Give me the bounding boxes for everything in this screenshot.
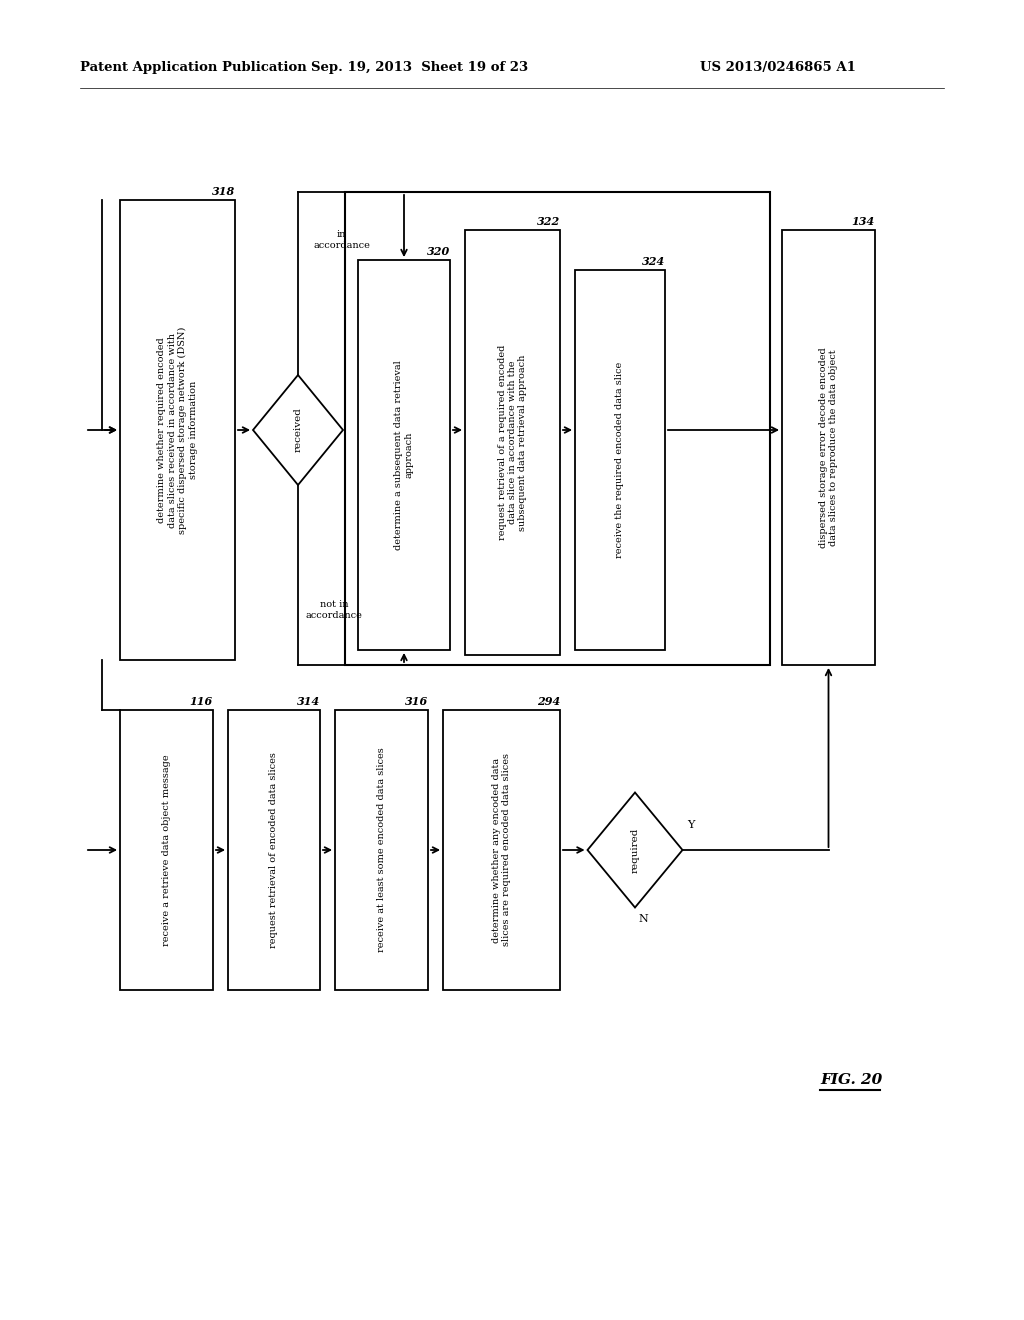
Bar xyxy=(120,710,213,990)
Text: not in
accordance: not in accordance xyxy=(306,601,362,619)
Text: receive at least some encoded data slices: receive at least some encoded data slice… xyxy=(377,747,386,952)
Text: request retrieval of a required encoded
data slice in accordance with the
subseq: request retrieval of a required encoded … xyxy=(498,345,527,540)
Text: 320: 320 xyxy=(427,246,450,257)
Bar xyxy=(358,260,450,649)
Text: determine whether any encoded data
slices are required encoded data slices: determine whether any encoded data slice… xyxy=(492,754,511,946)
Text: dispersed storage error decode encoded
data slices to reproduce the data object: dispersed storage error decode encoded d… xyxy=(819,347,839,548)
Text: US 2013/0246865 A1: US 2013/0246865 A1 xyxy=(700,62,856,74)
Text: 324: 324 xyxy=(642,256,665,267)
Text: required: required xyxy=(631,828,640,873)
Text: determine whether required encoded
data slices received in accordance with
speci: determine whether required encoded data … xyxy=(158,326,198,533)
Text: Sep. 19, 2013  Sheet 19 of 23: Sep. 19, 2013 Sheet 19 of 23 xyxy=(311,62,528,74)
Text: 314: 314 xyxy=(297,696,319,708)
Text: FIG. 20: FIG. 20 xyxy=(820,1073,883,1086)
Bar xyxy=(575,271,665,649)
Text: receive the required encoded data slice: receive the required encoded data slice xyxy=(615,362,625,558)
Bar xyxy=(465,230,560,655)
Text: 294: 294 xyxy=(537,696,560,708)
Text: Y: Y xyxy=(687,820,694,830)
Text: in
accordance: in accordance xyxy=(313,230,370,249)
Text: receive a retrieve data object message: receive a retrieve data object message xyxy=(162,754,171,946)
Bar xyxy=(443,710,560,990)
Text: 318: 318 xyxy=(212,186,234,197)
Bar xyxy=(335,710,428,990)
Bar xyxy=(345,191,770,665)
Text: received: received xyxy=(294,408,302,453)
Text: Patent Application Publication: Patent Application Publication xyxy=(80,62,307,74)
Polygon shape xyxy=(253,375,343,484)
Text: 322: 322 xyxy=(537,216,560,227)
Text: 134: 134 xyxy=(852,216,874,227)
Text: 316: 316 xyxy=(404,696,428,708)
Text: 116: 116 xyxy=(189,696,213,708)
Text: N: N xyxy=(638,915,648,924)
Text: determine a subsequent data retrieval
approach: determine a subsequent data retrieval ap… xyxy=(394,360,414,550)
Polygon shape xyxy=(588,792,683,908)
Bar xyxy=(120,201,234,660)
Bar xyxy=(228,710,319,990)
Bar xyxy=(782,230,874,665)
Text: request retrieval of encoded data slices: request retrieval of encoded data slices xyxy=(269,752,279,948)
